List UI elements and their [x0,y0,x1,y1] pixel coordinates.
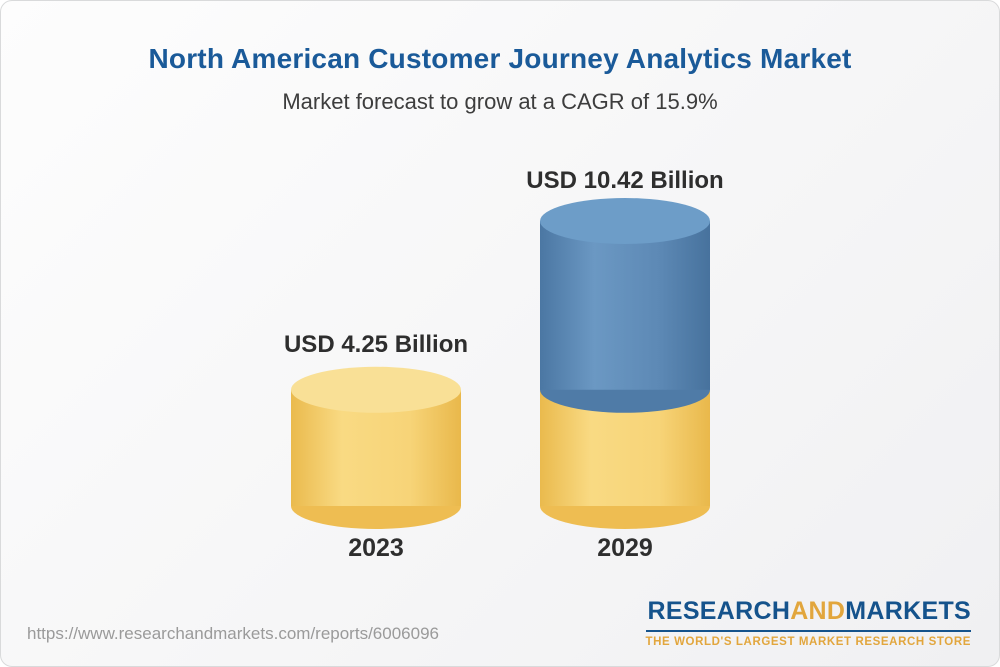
chart-title: North American Customer Journey Analytic… [148,43,852,74]
logo-word-and: AND [790,597,846,625]
research-and-markets-logo: RESEARCHANDMARKETS THE WORLD'S LARGEST M… [645,597,972,648]
logo-word-research: RESEARCH [647,597,791,625]
value-label-2029: USD 10.42 Billion [526,167,724,194]
report-url: https://www.researchandmarkets.com/repor… [27,624,439,643]
logo-wordmark: RESEARCHANDMARKETS [646,597,972,626]
category-label-2023: 2023 [348,534,404,562]
cylinder-2029 [540,198,710,529]
category-label-2029: 2029 [597,534,653,562]
cylinder-2023 [291,366,461,529]
chart-subtitle: Market forecast to grow at a CAGR of 15.… [282,89,718,114]
logo-word-markets: MARKETS [845,597,971,625]
logo-tagline: THE WORLD'S LARGEST MARKET RESEARCH STOR… [645,630,971,648]
value-label-2023: USD 4.25 Billion [283,331,469,358]
